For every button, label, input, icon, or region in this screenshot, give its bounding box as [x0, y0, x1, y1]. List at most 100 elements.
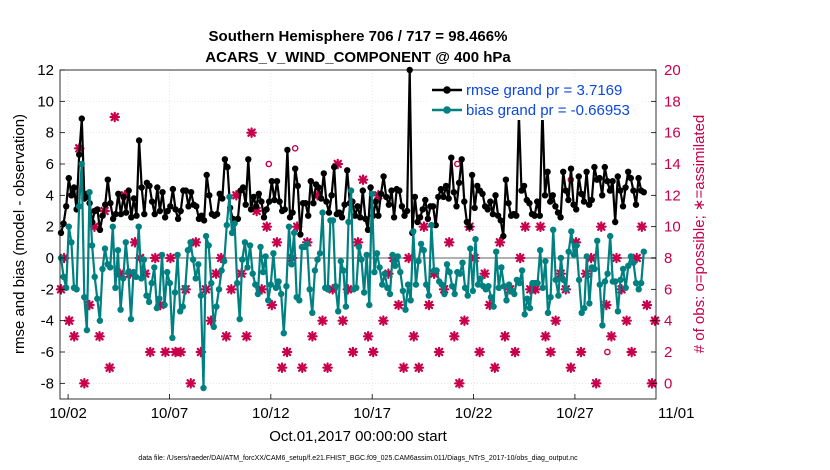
rmse-point [565, 196, 572, 204]
bias-point [353, 284, 360, 291]
y2-tick-label: 18 [664, 93, 681, 110]
rmse-point [500, 232, 507, 240]
bias-point [607, 232, 614, 240]
bias-point [578, 309, 585, 316]
rmse-point [263, 206, 270, 213]
obs-asterisk-stroke [358, 175, 368, 184]
obs-asterisk-stroke [414, 363, 424, 372]
obs-asterisk-stroke [480, 269, 489, 278]
bias-point [288, 261, 295, 268]
rmse-point [154, 184, 161, 191]
rmse-point [336, 209, 343, 216]
rmse-point [575, 173, 582, 180]
rmse-point [357, 214, 364, 221]
bias-point [156, 295, 163, 302]
rmse-point [570, 201, 577, 208]
obs-asterisk-stroke [216, 253, 226, 263]
legend: rmse grand pr = 3.7169 bias grand pr = -… [428, 77, 640, 120]
y-tick-label: -8 [41, 375, 54, 392]
obs-asterisk-stroke [277, 363, 287, 372]
bias-point [591, 265, 598, 273]
bias-point [182, 284, 189, 291]
bias-point [342, 303, 350, 310]
rmse-point [57, 229, 65, 237]
bias-point [575, 276, 583, 284]
legend-bias-label: bias grand pr = -0.66953 [466, 102, 630, 119]
rmse-point [380, 173, 387, 180]
bias-point [550, 226, 557, 233]
bias-point [278, 290, 285, 298]
bias-point [75, 203, 83, 210]
rmse-point [591, 163, 598, 171]
bias-point [296, 297, 303, 304]
bias-point [560, 276, 567, 284]
obs-assimilated-marker [317, 315, 328, 326]
bias-point [205, 242, 212, 249]
obs-assimilated-marker [296, 362, 308, 373]
obs-asterisk-stroke [338, 316, 348, 325]
bias-point [189, 256, 197, 263]
rmse-point [255, 190, 262, 197]
obs-asterisk-stroke [419, 222, 429, 231]
bias-point [397, 268, 404, 276]
rmse-point [117, 210, 125, 218]
rmse-point [630, 187, 637, 194]
rmse-point [586, 201, 593, 208]
bias-point [195, 261, 202, 268]
rmse-point [245, 156, 252, 163]
rmse-point [182, 187, 190, 194]
rmse-point [541, 192, 549, 199]
rmse-point [364, 226, 372, 233]
rmse-point [203, 171, 210, 179]
rmse-point [242, 201, 249, 208]
obs-asterisk-stroke [247, 128, 256, 137]
bias-point [601, 278, 609, 285]
bias-point [363, 251, 370, 259]
obs-asterisk-stroke [186, 379, 196, 388]
rmse-point [429, 203, 437, 210]
rmse-point [554, 209, 562, 216]
obs-asterisk-stroke [161, 347, 170, 357]
bias-point [599, 322, 606, 329]
bias-point [381, 270, 388, 277]
obs-assimilated-marker [378, 315, 389, 326]
obs-assimilated-marker [454, 378, 465, 389]
bias-point [140, 256, 148, 263]
y2-tick-label: 4 [664, 313, 672, 330]
bias-point [376, 264, 383, 271]
bias-point [272, 284, 280, 291]
bias-point [275, 278, 282, 285]
bias-point [443, 261, 451, 268]
rmse-point [474, 182, 481, 190]
rmse-point [619, 203, 627, 210]
rmse-point [276, 198, 283, 205]
bias-point [244, 264, 251, 271]
obs-asterisk-stroke [531, 285, 540, 294]
bias-point [96, 317, 104, 324]
bias-point [68, 239, 75, 246]
obs-assimilated-marker [550, 315, 561, 326]
rmse-point [455, 179, 463, 186]
bias-point [107, 264, 114, 271]
bias-point [402, 306, 409, 313]
bias-point [386, 290, 394, 298]
obs-asterisk-stroke [637, 222, 647, 231]
rmse-point [627, 174, 634, 182]
bias-point [83, 326, 91, 334]
rmse-point [125, 187, 132, 194]
bias-point [614, 308, 622, 315]
obs-assimilated-marker [271, 237, 283, 248]
bias-point [557, 254, 565, 262]
obs-asterisk-stroke [272, 238, 282, 247]
obs-asterisk-stroke [145, 347, 155, 357]
bias-point [166, 279, 173, 287]
obs-asterisk-stroke [591, 379, 601, 388]
rmse-point [526, 200, 533, 207]
bias-point [524, 295, 531, 302]
rmse-point [239, 184, 247, 191]
rmse-point [292, 165, 299, 172]
y-tick-label: 10 [37, 93, 54, 110]
rmse-point [377, 190, 385, 197]
rmse-point [362, 215, 369, 222]
bias-point [451, 290, 458, 298]
